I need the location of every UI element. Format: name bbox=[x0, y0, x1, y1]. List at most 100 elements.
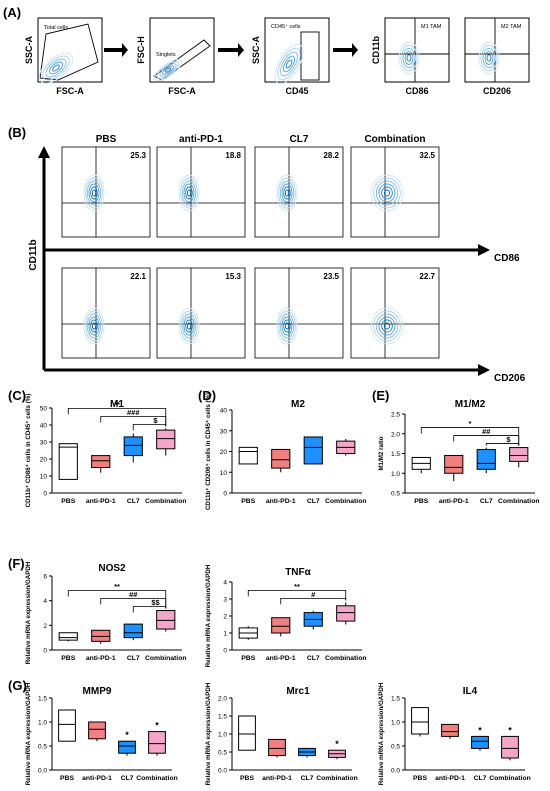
contour-line bbox=[280, 51, 298, 77]
x-axis-label: CD45 bbox=[285, 86, 308, 96]
contour-line bbox=[480, 44, 498, 72]
gate-label: Singlets bbox=[156, 52, 176, 58]
contour-line bbox=[83, 307, 105, 345]
y-tick-label: 2 bbox=[43, 623, 47, 630]
x-tick-label: Combination bbox=[489, 775, 531, 782]
contour-line bbox=[276, 307, 298, 345]
box-body bbox=[118, 740, 136, 754]
boxplot-chart: 0.0 0.5 1.0 1.5 MMP9 Relative mRNA expression… bbox=[25, 682, 178, 785]
contour-line bbox=[279, 313, 295, 339]
box-body bbox=[123, 436, 143, 457]
group-header: anti-PD-1 bbox=[179, 134, 223, 145]
gating-plot: Singlets FSC-A FSC-H bbox=[136, 17, 215, 96]
y-tick-label: 0.0 bbox=[391, 768, 400, 775]
y-tick-label: 0 bbox=[43, 491, 47, 498]
y-tick-label: 2.0 bbox=[218, 696, 227, 703]
contour-line bbox=[178, 307, 200, 345]
contour-line bbox=[406, 54, 412, 62]
y-tick-label: 0.0 bbox=[218, 768, 227, 775]
contour-line bbox=[88, 316, 100, 336]
contour-line bbox=[91, 322, 97, 330]
panel-label-g: (G) bbox=[8, 678, 27, 693]
box-body bbox=[148, 731, 166, 754]
quadrant-percent: 22.1 bbox=[130, 272, 146, 281]
y-axis-arrowhead bbox=[38, 146, 50, 158]
significance-bracket bbox=[67, 407, 167, 427]
significance-label: $ bbox=[506, 435, 511, 444]
box-body bbox=[58, 443, 78, 480]
contour-line bbox=[370, 174, 404, 212]
significance-bracket bbox=[100, 598, 167, 609]
contour-line bbox=[277, 47, 301, 81]
y-axis-label: M1/M2 ratio bbox=[378, 436, 385, 470]
contour-line bbox=[185, 186, 193, 200]
chart-title: M1/M2 bbox=[455, 399, 486, 410]
contour-line bbox=[402, 47, 416, 69]
boxplot-chart: 0.0 0.5 1.0 1.5 2.0 Mrc1 Relative mRNA express… bbox=[205, 682, 358, 785]
significance-bracket bbox=[132, 606, 167, 613]
y-axis-label: CD11b bbox=[28, 239, 39, 270]
contour-line bbox=[159, 63, 177, 77]
significance-label: $$ bbox=[151, 598, 160, 607]
y-tick-label: 2.5 bbox=[391, 412, 400, 419]
gate-label: M1 TAM bbox=[421, 24, 442, 30]
group-header: PBS bbox=[96, 134, 117, 145]
significance-star: * bbox=[335, 739, 339, 749]
x-axis-label: CD86 bbox=[494, 253, 520, 264]
box-body bbox=[123, 623, 143, 639]
contour-line bbox=[370, 307, 404, 345]
x-tick-label: anti-PD-1 bbox=[435, 775, 465, 782]
x-tick-label: anti-PD-1 bbox=[82, 775, 112, 782]
y-tick-label: 40 bbox=[40, 423, 48, 430]
plot-frame bbox=[350, 267, 440, 359]
quadrant-percent: 32.5 bbox=[419, 151, 435, 160]
gating-plot: Total cells FSC-A SSC-A bbox=[24, 17, 103, 96]
x-tick-label: PBS bbox=[61, 498, 75, 505]
contour-line bbox=[86, 180, 102, 206]
box-body bbox=[91, 455, 111, 469]
x-tick-label: PBS bbox=[414, 498, 428, 505]
panel-a-gating: (A) (B) (C) (D) (E) (F) (G) Total cells FSC-A SSC… bbox=[3, 5, 530, 693]
group-header: CL7 bbox=[290, 134, 309, 145]
y-tick-label: 2.0 bbox=[391, 431, 400, 438]
contour-line bbox=[486, 54, 492, 62]
contour-line bbox=[162, 65, 174, 75]
contour-line bbox=[484, 51, 494, 65]
y-tick-label: 2 bbox=[223, 614, 227, 621]
x-tick-label: CL7 bbox=[127, 655, 140, 662]
contour-line bbox=[91, 189, 97, 197]
y-tick-label: 20 bbox=[220, 449, 228, 456]
contour-line bbox=[284, 189, 290, 197]
y-axis-label: SSC-A bbox=[24, 36, 34, 65]
contour-line bbox=[90, 319, 98, 333]
contour-line bbox=[181, 313, 197, 339]
chart-title: TNFα bbox=[285, 567, 311, 578]
contour-line bbox=[375, 180, 399, 206]
contour-line bbox=[186, 189, 192, 197]
quadrant-percent: 15.3 bbox=[225, 272, 241, 281]
contour-line bbox=[276, 174, 298, 212]
panel-label-c: (C) bbox=[8, 388, 26, 403]
x-tick-label: PBS bbox=[61, 655, 75, 662]
significance-bracket bbox=[485, 443, 520, 446]
chart-title: IL4 bbox=[463, 686, 478, 697]
x-tick-label: Combination bbox=[145, 655, 187, 662]
x-tick-label: Combination bbox=[316, 775, 358, 782]
y-axis-label: SSC-A bbox=[251, 36, 261, 65]
chart-title: MMP9 bbox=[83, 686, 112, 697]
plot-frame bbox=[254, 267, 344, 359]
significance-bracket bbox=[280, 598, 347, 605]
significance-star: * bbox=[508, 725, 512, 735]
contour-line bbox=[381, 186, 393, 200]
significance-bracket bbox=[132, 423, 167, 431]
contour-line bbox=[373, 177, 401, 209]
y-tick-label: 1.5 bbox=[38, 696, 47, 703]
x-axis-label: CD206 bbox=[494, 373, 526, 384]
contour-line bbox=[181, 180, 197, 206]
y-tick-label: 0 bbox=[223, 491, 227, 498]
significance-bracket bbox=[453, 435, 520, 446]
panel-label-f: (F) bbox=[8, 556, 25, 571]
x-tick-label: Combination bbox=[325, 498, 367, 505]
significance-star: * bbox=[478, 725, 482, 735]
